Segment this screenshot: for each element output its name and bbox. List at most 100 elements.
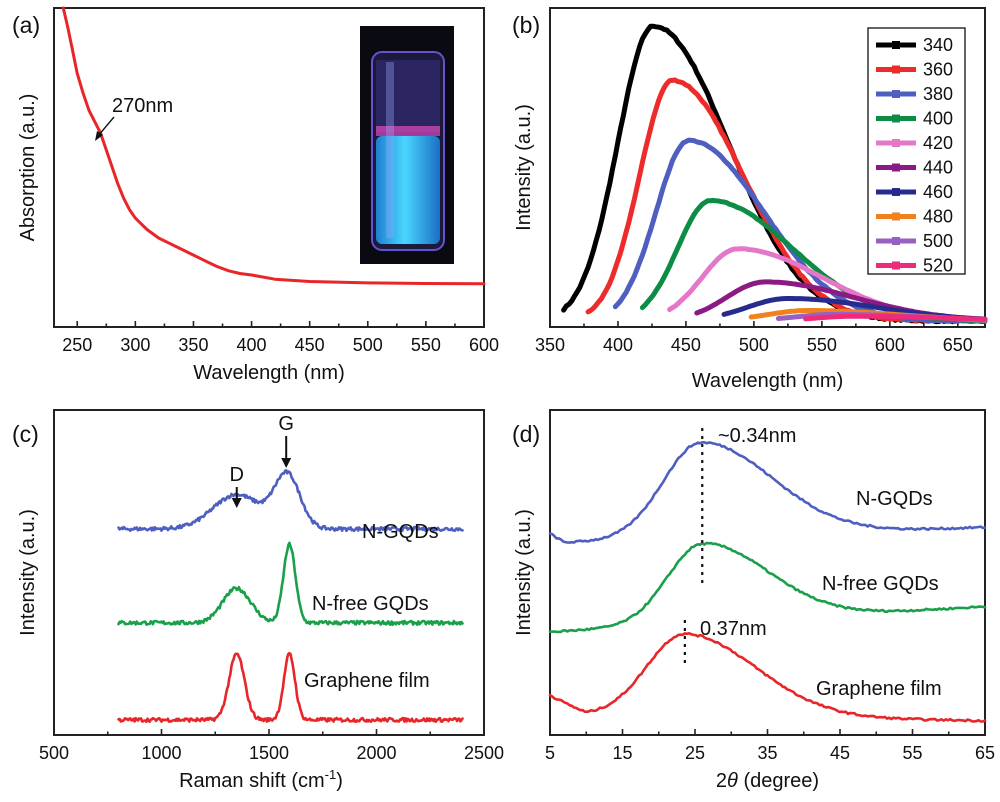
series-label: N-GQDs <box>856 488 933 510</box>
pl-curve-520 <box>803 313 988 322</box>
plot-frame <box>53 7 485 328</box>
raman-curve <box>117 468 464 533</box>
legend-item: 460 <box>876 182 953 202</box>
x-tick-label: 650 <box>943 335 973 355</box>
panel-label: (b) <box>512 12 540 38</box>
xrd-curve <box>548 541 987 634</box>
vial-liquid <box>376 136 440 244</box>
legend-marker <box>892 114 900 123</box>
legend-marker <box>892 188 900 196</box>
y-axis-label: Intensity (a.u.) <box>513 509 535 636</box>
legend-label: 440 <box>923 158 953 178</box>
panel-label: (a) <box>12 12 40 38</box>
plot-frame <box>549 7 986 328</box>
x-tick-label: 2000 <box>356 743 396 763</box>
x-tick-label: 65 <box>975 743 995 763</box>
legend-marker <box>892 163 900 172</box>
legend-marker <box>892 139 900 147</box>
panel-b: 350 400 450 500 550 600 650 Intensity (a.u.) (b)… <box>512 7 988 392</box>
x-tick-label: 250 <box>62 335 92 355</box>
raman-curve <box>117 541 464 627</box>
legend-marker <box>892 237 900 245</box>
y-axis-label: Absorption (a.u.) <box>17 94 39 242</box>
x-tick-label: 500 <box>739 335 769 355</box>
vial-meniscus <box>376 126 440 136</box>
x-tick-label: 55 <box>902 743 922 763</box>
peak-label-G: G <box>278 413 294 435</box>
x-tick-label: 5 <box>545 743 555 763</box>
vial-headspace <box>376 60 440 132</box>
inset-vial-photo <box>360 26 454 264</box>
annotation-arrow-line <box>97 116 115 137</box>
raman-curve <box>117 651 464 724</box>
peak-label-D: D <box>230 464 244 486</box>
annotation-arrow-head <box>95 131 103 141</box>
x-tick-label: 450 <box>295 335 325 355</box>
x-tick-label: 35 <box>757 743 777 763</box>
legend-label: 480 <box>923 207 953 227</box>
legend-label: 360 <box>923 60 953 80</box>
panel-d: 5 15 25 35 45 55 65 Intensity (a.u.) (d) 2θ (degr… <box>512 409 995 792</box>
legend-label: 400 <box>923 109 953 129</box>
x-tick-label: 550 <box>807 335 837 355</box>
peak-arrow-head <box>231 498 242 508</box>
legend-marker <box>892 90 900 98</box>
x-tick-label: 350 <box>535 335 565 355</box>
legend-label: 460 <box>923 182 953 202</box>
legend-label: 340 <box>923 35 953 55</box>
xrd-curve <box>548 631 987 723</box>
x-tick-label: 350 <box>178 335 208 355</box>
vial-highlight <box>386 62 394 238</box>
legend-item: 340 <box>876 35 953 55</box>
x-axis-label: Raman shift (cm-1) <box>179 767 343 792</box>
y-axis-label: Intensity (a.u.) <box>513 104 535 231</box>
x-tick-label: 550 <box>411 335 441 355</box>
legend-label: 420 <box>923 133 953 153</box>
x-tick-label: 600 <box>469 335 499 355</box>
legend-item: 520 <box>876 256 953 276</box>
x-tick-label: 400 <box>603 335 633 355</box>
legend-marker <box>892 65 900 74</box>
x-tick-label: 400 <box>237 335 267 355</box>
x-axis-label: 2θ (degree) <box>716 770 819 792</box>
legend-marker <box>892 41 900 49</box>
legend-item: 500 <box>876 231 953 251</box>
legend-marker <box>892 261 900 270</box>
series-label: N-free GQDs <box>822 573 939 595</box>
x-tick-label: 500 <box>353 335 383 355</box>
x-axis-label: Wavelength (nm) <box>692 370 844 392</box>
legend: 340 360 380 400 420 440 460 480 500 520 <box>867 27 966 276</box>
legend-label: 520 <box>923 256 953 276</box>
x-tick-label: 45 <box>830 743 850 763</box>
legend-item: 440 <box>876 158 953 178</box>
panel-c: 500 1000 1500 2000 2500 Intensity (a.u.) (c) Ra… <box>12 409 504 792</box>
absorption-curve <box>61 6 486 286</box>
x-tick-label: 450 <box>671 335 701 355</box>
legend-label: 380 <box>923 84 953 104</box>
peak-arrow-head <box>281 458 292 468</box>
x-tick-label: 500 <box>39 743 69 763</box>
annotation-270nm: 270nm <box>112 95 173 117</box>
series-label: N-GQDs <box>362 521 439 543</box>
d-spacing-label: ~0.34nm <box>718 425 796 447</box>
legend-item: 400 <box>876 109 953 129</box>
panel-label: (c) <box>12 421 39 447</box>
series-label: Graphene film <box>304 670 430 692</box>
legend-item: 380 <box>876 84 953 104</box>
x-axis-label: Wavelength (nm) <box>193 362 345 384</box>
panel-a: 250 300 350 400 450 500 550 600 Absorption (a.u.… <box>12 6 499 384</box>
x-tick-label: 2500 <box>464 743 504 763</box>
series-label: N-free GQDs <box>312 593 429 615</box>
legend-item: 480 <box>876 207 953 227</box>
legend-marker <box>892 212 900 221</box>
d-spacing-label: 0.37nm <box>700 618 767 640</box>
x-tick-label: 25 <box>685 743 705 763</box>
panel-label: (d) <box>512 421 540 447</box>
x-tick-label: 15 <box>612 743 632 763</box>
legend-label: 500 <box>923 231 953 251</box>
y-axis-label: Intensity (a.u.) <box>17 509 39 636</box>
x-tick-label: 300 <box>120 335 150 355</box>
x-tick-label: 1000 <box>141 743 181 763</box>
x-tick-label: 600 <box>875 335 905 355</box>
